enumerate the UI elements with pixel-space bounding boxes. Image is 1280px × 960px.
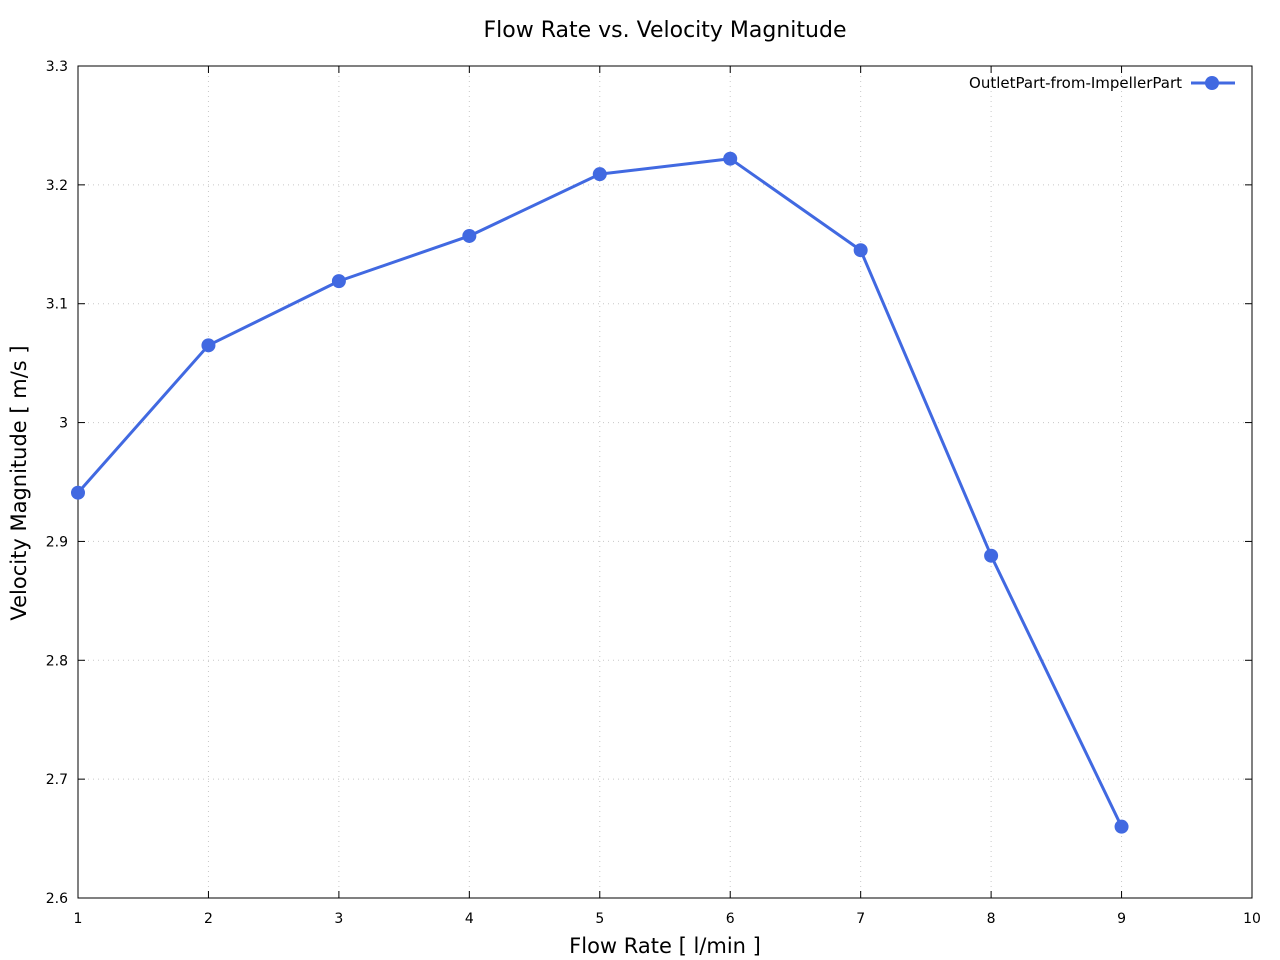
x-tick-label: 7 (856, 911, 865, 927)
legend-label: OutletPart-from-ImpellerPart (969, 74, 1182, 92)
x-tick-label: 6 (726, 911, 735, 927)
data-point (723, 151, 738, 166)
legend-marker (1205, 76, 1219, 90)
series-layer (71, 151, 1129, 834)
x-tick-label: 3 (334, 911, 343, 927)
y-tick-label: 3 (59, 416, 68, 432)
y-axis-title: Velocity Magnitude [ m/s ] (7, 345, 31, 620)
y-tick-label: 2.6 (46, 891, 68, 907)
x-tick-label: 10 (1243, 911, 1261, 927)
y-tick-label: 2.8 (46, 653, 68, 669)
plot-area-frame (77, 65, 1253, 899)
x-axis-title: Flow Rate [ l/min ] (569, 934, 761, 958)
y-tick-label: 2.7 (46, 772, 68, 788)
data-point (331, 274, 346, 289)
data-point (1114, 819, 1129, 834)
grid-lines (78, 66, 1252, 898)
data-point (853, 243, 868, 258)
x-tick-label: 4 (465, 911, 474, 927)
data-point (201, 338, 216, 353)
data-point (592, 167, 607, 182)
data-point (984, 548, 999, 563)
data-point (71, 485, 85, 500)
y-tick-label: 3.1 (46, 297, 68, 313)
y-tick-label: 2.9 (46, 534, 68, 550)
x-tick-label: 9 (1117, 911, 1126, 927)
tick-labels: 1 2 3 4 5 6 7 8 9 10 2.6 2.7 2.8 2.9 3 3.1 3.2 3.3 (46, 59, 1261, 927)
x-tick-label: 8 (987, 911, 996, 927)
chart-title: Flow Rate vs. Velocity Magnitude (484, 18, 847, 43)
x-tick-label: 5 (595, 911, 604, 927)
x-tick-label: 1 (74, 911, 83, 927)
y-tick-label: 3.3 (46, 59, 68, 75)
data-point (462, 228, 477, 243)
x-tick-label: 2 (204, 911, 213, 927)
axis-ticks (77, 65, 1253, 899)
y-tick-label: 3.2 (46, 178, 68, 194)
legend: OutletPart-from-ImpellerPart (969, 74, 1235, 92)
